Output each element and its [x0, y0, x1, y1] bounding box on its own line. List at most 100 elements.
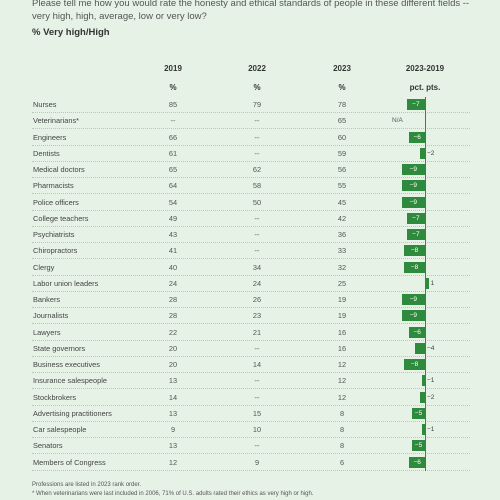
footnotes: Professions are listed in 2023 rank orde…	[32, 481, 313, 498]
change-label: −8	[410, 263, 419, 271]
value-2022: 24	[252, 278, 262, 288]
value-2019: 24	[168, 278, 178, 288]
profession-name: Lawyers	[33, 327, 61, 337]
value-2023: 6	[339, 457, 345, 467]
value-2023: 12	[337, 392, 347, 402]
change-label: 1	[430, 279, 435, 287]
change-label: −9	[409, 296, 417, 303]
row-divider	[32, 144, 470, 146]
profession-name: Labor union leaders	[33, 278, 99, 288]
header-2023-unit: %	[338, 83, 346, 92]
change-label: −5	[414, 442, 423, 450]
change-bar	[422, 424, 425, 435]
value-2019: 13	[168, 376, 178, 386]
value-2023: 32	[337, 262, 347, 272]
value-2023: 16	[337, 343, 347, 353]
value-2023: 19	[337, 295, 347, 304]
change-bar: −9	[401, 294, 425, 305]
change-label: −6	[413, 133, 421, 141]
profession-name: State governors	[33, 343, 86, 353]
row-divider	[32, 160, 470, 162]
table-row: Bankers 28 26 19 −9	[0, 292, 500, 308]
value-2019: 85	[168, 100, 178, 109]
change-label: −8	[410, 361, 419, 368]
value-2019: 49	[168, 213, 178, 223]
profession-name: College teachers	[33, 213, 89, 223]
change-bar	[414, 342, 425, 354]
change-bar: −7	[406, 229, 425, 240]
change-label: −9	[409, 312, 417, 320]
value-2019: 54	[168, 197, 178, 207]
value-2019: 12	[168, 457, 178, 467]
row-divider	[32, 112, 470, 113]
subtitle: % Very high/High	[32, 27, 110, 38]
profession-name: Dentists	[33, 148, 60, 158]
profession-name: Police officers	[33, 197, 79, 207]
value-2022: 26	[252, 295, 262, 304]
profession-name: Psychiatrists	[33, 230, 75, 239]
question-text: Please tell me how you would rate the ho…	[32, 0, 470, 22]
value-2022: --	[254, 392, 260, 402]
value-2019: 20	[168, 360, 178, 369]
table-row: Car salespeople 9 10 8 −1	[0, 422, 500, 438]
change-bar: −6	[409, 456, 425, 468]
profession-name: Stockbrokers	[33, 392, 77, 402]
change-bar: −9	[401, 310, 425, 322]
table-row: Veterinarians* -- -- 65 N/A	[0, 113, 500, 130]
change-bar: −5	[412, 440, 425, 452]
change-bar: −8	[404, 245, 425, 257]
value-2019: 41	[168, 246, 178, 256]
change-label: −6	[413, 328, 421, 336]
profession-name: Engineers	[33, 132, 67, 142]
table-row: Business executives 20 14 12 −8	[0, 357, 500, 373]
row-divider	[32, 339, 470, 341]
value-2022: 62	[252, 165, 262, 174]
table-row: Police officers 54 50 45 −9	[0, 195, 500, 211]
value-2023: 12	[337, 376, 347, 386]
value-2019: 28	[168, 311, 178, 321]
value-2023: 65	[337, 116, 347, 126]
row-divider	[32, 372, 470, 373]
change-label: N/A	[392, 117, 403, 125]
row-divider	[32, 469, 470, 471]
row-divider	[32, 437, 470, 438]
table-row: Lawyers 22 21 16 −6	[0, 325, 500, 341]
change-label: −2	[427, 393, 435, 401]
change-label: −1	[427, 426, 435, 433]
change-label: −6	[413, 458, 421, 466]
value-2023: 59	[337, 148, 347, 158]
value-2023: 8	[339, 441, 345, 451]
table-row: Pharmacists 64 58 55 −9	[0, 178, 500, 195]
value-2019: 13	[168, 441, 178, 451]
value-2022: --	[254, 230, 260, 239]
row-divider	[32, 225, 470, 227]
change-bar: −9	[401, 164, 425, 175]
value-2019: 64	[168, 181, 178, 191]
value-2023: 56	[337, 165, 347, 174]
change-label: −7	[412, 231, 420, 238]
value-2022: --	[254, 343, 260, 353]
row-divider	[32, 242, 470, 243]
change-zero-axis	[425, 97, 426, 471]
value-2022: 34	[252, 262, 262, 272]
value-2023: 60	[337, 132, 347, 142]
change-bar	[419, 147, 425, 159]
value-2022: 10	[252, 425, 262, 434]
value-2019: 61	[168, 148, 178, 158]
profession-name: Journalists	[33, 311, 69, 321]
profession-name: Chiropractors	[33, 246, 78, 256]
value-2022: 58	[252, 181, 262, 191]
value-2019: 22	[168, 327, 178, 337]
value-2023: 8	[339, 408, 345, 418]
change-label: −9	[409, 198, 417, 206]
profession-name: Medical doctors	[33, 165, 85, 174]
table-row: Chiropractors 41 -- 33 −8	[0, 243, 500, 260]
value-2022: --	[254, 441, 260, 451]
change-bar: −7	[406, 99, 425, 110]
value-2019: --	[170, 116, 176, 126]
row-divider	[32, 388, 470, 390]
change-bar: −8	[404, 359, 425, 370]
table-row: Stockbrokers 14 -- 12 −2	[0, 390, 500, 406]
profession-name: Business executives	[33, 360, 100, 369]
table-row: Psychiatrists 43 -- 36 −7	[0, 227, 500, 243]
